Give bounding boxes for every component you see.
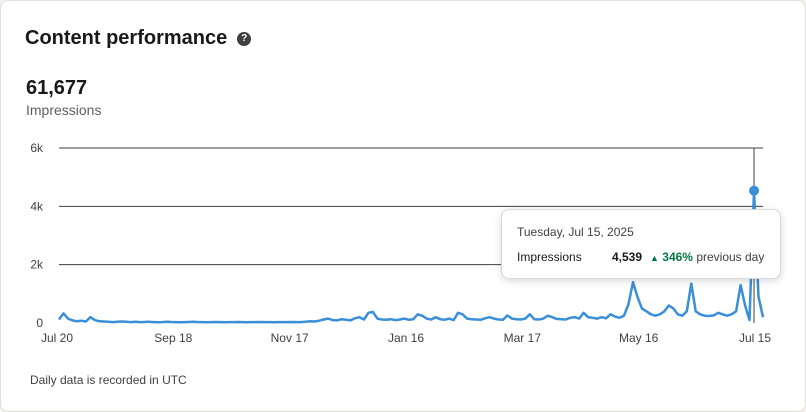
tooltip-date: Tuesday, Jul 15, 2025 bbox=[517, 225, 634, 239]
tooltip-metric-value: 4,539 bbox=[612, 250, 643, 264]
impressions-series-line bbox=[57, 189, 765, 324]
title-row: Content performance ? bbox=[25, 27, 252, 50]
tooltip-change-suffix: previous day bbox=[696, 250, 765, 264]
question-circle-icon[interactable]: ? bbox=[237, 31, 252, 46]
highlight-point[interactable] bbox=[749, 185, 760, 196]
x-tick-label: Jan 16 bbox=[388, 331, 424, 345]
utc-footnote: Daily data is recorded in UTC bbox=[30, 373, 187, 387]
y-tick-label: 0 bbox=[36, 316, 43, 330]
tooltip-change-percent: 346% bbox=[662, 250, 693, 264]
y-tick-label: 2k bbox=[30, 258, 44, 272]
x-tick-label: Sep 18 bbox=[154, 331, 192, 345]
chart-tooltip: Tuesday, Jul 15, 2025 Impressions 4,539 … bbox=[501, 209, 781, 279]
x-tick-label: May 16 bbox=[619, 331, 659, 345]
x-tick-label: Jul 20 bbox=[41, 331, 73, 345]
triangle-up-icon: ▲ bbox=[650, 253, 659, 263]
impressions-total: 61,677 bbox=[26, 77, 88, 99]
x-tick-label: Jul 15 bbox=[739, 331, 771, 345]
y-tick-label: 6k bbox=[30, 141, 44, 155]
impressions-line-chart[interactable]: 0 2k 4k 6k Jul 20 Sep 18 Nov 17 Jan 16 Mar 17 May… bbox=[1, 131, 806, 351]
impressions-label: Impressions bbox=[26, 102, 102, 118]
x-tick-label: Nov 17 bbox=[271, 331, 309, 345]
card-title: Content performance bbox=[25, 27, 228, 49]
x-tick-label: Mar 17 bbox=[504, 331, 542, 345]
tooltip-metric-label: Impressions bbox=[517, 250, 582, 264]
y-tick-label: 4k bbox=[30, 199, 44, 213]
tooltip-change: ▲ 346% previous day bbox=[650, 250, 764, 264]
